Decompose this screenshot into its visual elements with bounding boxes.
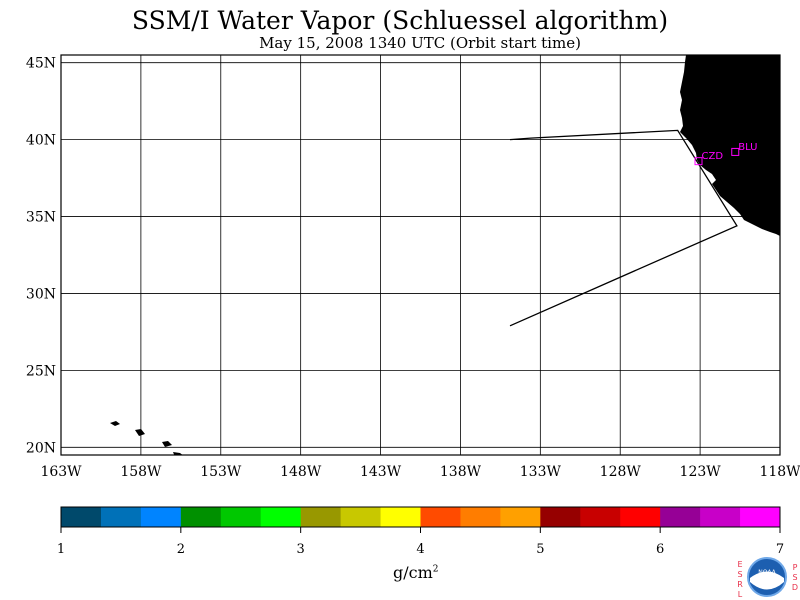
colorbar-swatch <box>740 507 781 527</box>
island-oahu <box>135 429 145 436</box>
colorbar-swatch <box>660 507 701 527</box>
longitude-label: 153W <box>200 464 242 480</box>
longitude-label: 128W <box>600 464 642 480</box>
colorbar-tick-label: 2 <box>177 542 185 557</box>
station-label: BLU <box>738 142 757 153</box>
land-north-america <box>680 55 780 236</box>
latitude-label: 30N <box>26 286 56 302</box>
longitude-label: 163W <box>40 464 82 480</box>
colorbar-swatch <box>500 507 541 527</box>
latitude-label: 25N <box>26 363 56 379</box>
colorbar-unit: g/cm2 <box>393 563 439 582</box>
latitude-label: 35N <box>26 210 56 226</box>
colorbar-tick-label: 4 <box>416 542 424 557</box>
colorbar-swatch <box>380 507 421 527</box>
colorbar-swatch <box>260 507 302 527</box>
psd-letter: D <box>792 583 798 592</box>
colorbar-swatch <box>300 507 342 527</box>
colorbar-tick-label: 5 <box>536 542 544 557</box>
longitude-label: 118W <box>759 464 800 480</box>
station-label: CZD <box>702 151 724 162</box>
colorbar-swatch <box>220 507 262 527</box>
colorbar-tick-label: 3 <box>297 542 305 557</box>
esrl-letter: S <box>737 570 742 579</box>
colorbar-swatch <box>140 507 182 527</box>
colorbar-tick-label: 1 <box>57 542 65 557</box>
longitude-label: 133W <box>520 464 562 480</box>
longitude-label: 148W <box>280 464 322 480</box>
map-frame <box>60 54 781 456</box>
latitude-label: 45N <box>26 56 56 72</box>
latitude-label: 40N <box>26 133 56 149</box>
colorbar-swatch <box>460 507 501 527</box>
station-marker-icon <box>694 157 703 166</box>
colorbar-swatch <box>620 507 661 527</box>
longitude-label: 138W <box>440 464 482 480</box>
esrl-letter: E <box>737 560 742 569</box>
station-markers: CZD BLU <box>694 142 758 166</box>
esrl-letter: R <box>737 580 743 589</box>
station-marker-icon <box>731 147 740 156</box>
longitude-labels: 163W 158W 153W 148W 143W 138W 133W 128W 123W 118W <box>40 464 800 480</box>
longitude-label: 143W <box>360 464 402 480</box>
land-mask <box>110 55 780 455</box>
colorbar <box>61 507 781 527</box>
island-kauai <box>110 421 120 426</box>
colorbar-swatch <box>420 507 461 527</box>
colorbar-swatch <box>61 507 102 527</box>
colorbar-swatch <box>180 507 222 527</box>
psd-letter: S <box>792 573 797 582</box>
colorbar-swatch <box>540 507 581 527</box>
colorbar-tick-label: 6 <box>656 542 664 557</box>
colorbar-tick-label: 7 <box>776 542 784 557</box>
page-title: SSM/I Water Vapor (Schluessel algorithm) <box>131 6 669 35</box>
island-maui <box>162 441 172 447</box>
longitude-label: 123W <box>680 464 722 480</box>
esrl-letter: L <box>738 590 743 599</box>
longitude-label: 158W <box>120 464 162 480</box>
noaa-emblem-text: NOAA <box>758 569 776 576</box>
psd-letter: P <box>793 563 798 572</box>
colorbar-swatch <box>700 507 741 527</box>
latitude-label: 20N <box>26 440 56 456</box>
noaa-bird-icon <box>750 571 784 590</box>
orbit-swath-outline <box>509 129 738 327</box>
colorbar-swatch <box>580 507 621 527</box>
colorbar-swatch <box>100 507 142 527</box>
latitude-labels: 45N 40N 35N 30N 25N 20N <box>26 56 56 457</box>
colorbar-ticks: 1 2 3 4 5 6 7 <box>57 527 784 557</box>
page-subtitle: May 15, 2008 1340 UTC (Orbit start time) <box>259 34 581 52</box>
island-hawaii <box>173 452 183 455</box>
colorbar-swatch <box>340 507 382 527</box>
